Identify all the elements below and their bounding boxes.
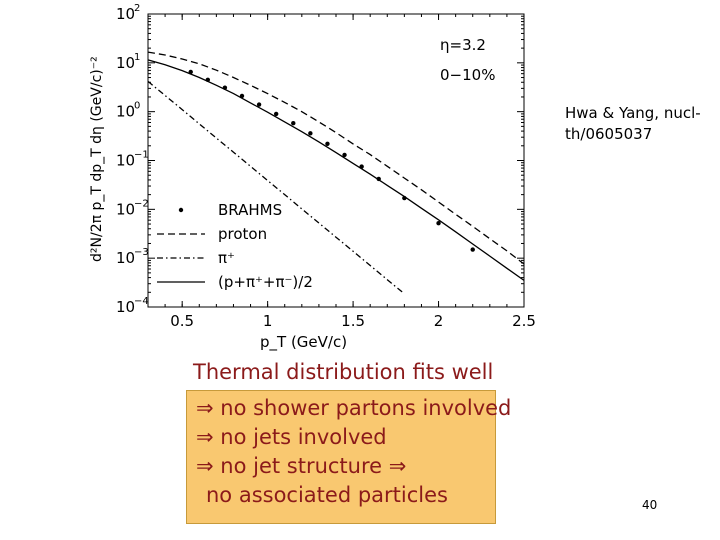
brahms-data-point (222, 85, 228, 90)
annotation-centrality: 0−10% (440, 66, 495, 84)
brahms-data-point (239, 93, 245, 99)
y-tick-exponent: −3 (134, 247, 149, 258)
brahms-data-point (436, 221, 441, 226)
y-tick-label: 10 (116, 200, 135, 218)
y-tick-exponent: 2 (134, 3, 140, 14)
box-line-2: ⇒ no jets involved (196, 425, 387, 449)
page-number: 40 (642, 498, 658, 512)
x-tick-label: 2 (434, 312, 444, 330)
y-tick-exponent: −2 (134, 198, 149, 209)
box-line-4: no associated particles (206, 483, 448, 507)
x-ticks: 0.5 1 1.5 2 2.5 (164, 14, 536, 330)
brahms-data-point (291, 121, 296, 126)
y-tick-label: 10 (116, 103, 135, 121)
brahms-data-point (342, 152, 347, 158)
plot-frame (147, 13, 525, 308)
series-line-dashed (147, 51, 525, 265)
brahms-data-point (402, 195, 407, 201)
brahms-data-point (188, 69, 193, 75)
brahms-data-point (256, 102, 262, 107)
x-tick-label: 0.5 (170, 312, 194, 330)
x-tick-label: 1 (263, 312, 273, 330)
series-line-solid (147, 59, 525, 281)
brahms-data-point (376, 176, 381, 182)
legend-label: BRAHMS (218, 201, 282, 219)
y-tick-exponent: 0 (134, 101, 140, 112)
annotation-eta: η=3.2 (440, 36, 486, 54)
brahms-data-point (205, 77, 211, 82)
brahms-data-point (308, 131, 313, 136)
y-tick-label: 10 (116, 54, 135, 72)
brahms-data-point (325, 141, 330, 146)
legend-label: π⁺ (218, 249, 235, 267)
box-line-1: ⇒ no shower partons involved (196, 396, 512, 420)
brahms-data-point (470, 247, 475, 252)
legend-label: proton (218, 225, 267, 243)
y-tick-exponent: −1 (134, 150, 149, 161)
y-tick-exponent: 1 (134, 52, 140, 63)
y-tick-label: 10 (116, 5, 135, 23)
brahms-data-point (359, 164, 364, 169)
y-tick-label: 10 (116, 298, 135, 316)
y-tick-label: 10 (116, 152, 135, 170)
x-tick-label: 2.5 (512, 312, 536, 330)
legend-label: (p+π⁺+π⁻)/2 (218, 273, 313, 291)
y-axis-label: d²N/2π p_T dp_T dη (GeV/c)⁻² (89, 56, 105, 262)
conclusion-box (186, 390, 496, 524)
y-tick-exponent: −4 (134, 296, 149, 307)
box-line-3: ⇒ no jet structure ⇒ (196, 454, 407, 478)
x-axis-label: p_T (GeV/c) (260, 333, 347, 352)
y-tick-label: 10 (116, 249, 135, 267)
brahms-data-point (273, 111, 279, 117)
headline: Thermal distribution fits well (193, 360, 494, 384)
legend-marker-points (178, 207, 184, 213)
points-layer (188, 69, 475, 252)
series-line-dashdot (147, 80, 405, 295)
series-layer (147, 51, 525, 295)
legend: BRAHMS proton π⁺ (p+π⁺+π⁻)/2 (157, 201, 313, 291)
x-tick-label: 1.5 (341, 312, 365, 330)
citation: Hwa & Yang, nucl-th/0605037 (565, 104, 701, 143)
